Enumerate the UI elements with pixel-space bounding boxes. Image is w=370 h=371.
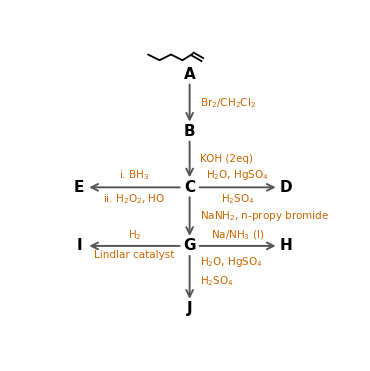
Text: C: C xyxy=(184,180,195,195)
Text: H: H xyxy=(279,239,292,253)
Text: G: G xyxy=(184,239,196,253)
Text: i. BH$_3$: i. BH$_3$ xyxy=(119,168,150,182)
Text: D: D xyxy=(279,180,292,195)
Text: H$_2$SO$_4$: H$_2$SO$_4$ xyxy=(221,192,255,206)
Text: A: A xyxy=(184,67,195,82)
Text: H$_2$O, HgSO$_4$: H$_2$O, HgSO$_4$ xyxy=(206,168,269,182)
Text: H$_2$O, HgSO$_4$: H$_2$O, HgSO$_4$ xyxy=(200,255,263,269)
Text: KOH (2eq): KOH (2eq) xyxy=(200,154,253,164)
Text: H$_2$: H$_2$ xyxy=(128,228,141,242)
Text: B: B xyxy=(184,124,195,139)
Text: E: E xyxy=(74,180,84,195)
Text: J: J xyxy=(187,301,192,316)
Text: ii. H$_2$O$_2$, HO: ii. H$_2$O$_2$, HO xyxy=(103,192,166,206)
Text: Lindlar catalyst: Lindlar catalyst xyxy=(94,250,175,260)
Text: H$_2$SO$_4$: H$_2$SO$_4$ xyxy=(200,274,233,288)
Text: I: I xyxy=(77,239,82,253)
Text: Br$_2$/CH$_2$Cl$_2$: Br$_2$/CH$_2$Cl$_2$ xyxy=(200,96,256,110)
Text: Na/NH$_3$ (l): Na/NH$_3$ (l) xyxy=(211,228,264,242)
Text: NaNH$_2$, n-propy bromide: NaNH$_2$, n-propy bromide xyxy=(200,209,329,223)
